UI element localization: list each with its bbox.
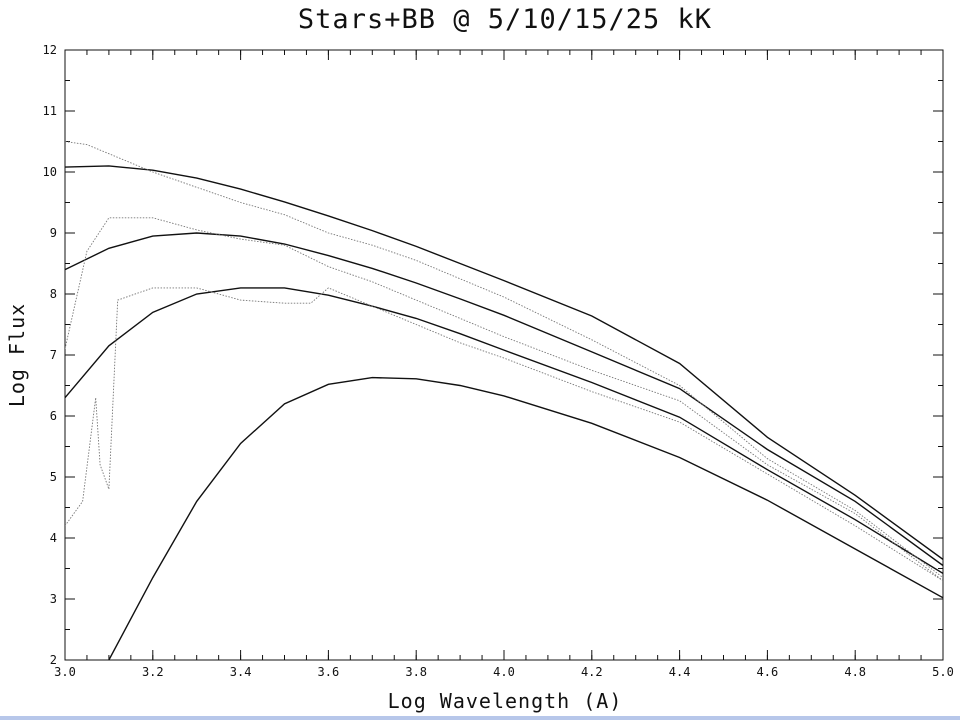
y-tick-label: 9	[50, 226, 57, 240]
stellar-spectrum-line-4	[65, 141, 943, 578]
x-tick-label: 4.4	[669, 665, 691, 679]
stellar-spectrum-line-5	[65, 217, 943, 582]
x-tick-label: 4.2	[581, 665, 603, 679]
y-tick-label: 5	[50, 470, 57, 484]
blackbody-curve-0	[65, 165, 943, 560]
y-tick-label: 10	[43, 165, 57, 179]
x-tick-label: 4.0	[493, 665, 515, 679]
y-tick-label: 12	[43, 43, 57, 57]
y-axis-label: Log Flux	[5, 303, 29, 407]
blackbody-curve-2	[65, 287, 943, 574]
series-layer	[65, 141, 943, 660]
y-tick-label: 11	[43, 104, 57, 118]
x-tick-label: 5.0	[932, 665, 954, 679]
stellar-spectrum-line-6	[65, 287, 943, 582]
plot-frame	[64, 49, 944, 661]
y-tick-label: 4	[50, 531, 57, 545]
x-tick-label: 3.0	[54, 665, 76, 679]
y-tick-label: 7	[50, 348, 57, 362]
blackbody-curve-1	[65, 232, 943, 567]
y-tick-label: 2	[50, 653, 57, 667]
blackbody-curve-3	[108, 376, 943, 660]
ticks-layer: 3.0 3.2 3.4 3.6 3.8 4.0 4.2 4.4 4.6 4.8 5.0 2 3 4 5 6 7 8…	[43, 43, 954, 679]
x-tick-label: 4.8	[844, 665, 866, 679]
bottom-accent-bar	[0, 716, 960, 720]
chart-title: Stars+BB @ 5/10/15/25 kK	[298, 4, 712, 35]
x-tick-label: 3.6	[318, 665, 340, 679]
y-tick-label: 6	[50, 409, 57, 423]
y-tick-label: 3	[50, 592, 57, 606]
x-tick-label: 3.2	[142, 665, 164, 679]
x-tick-label: 3.8	[405, 665, 427, 679]
x-tick-label: 3.4	[230, 665, 252, 679]
x-axis-label: Log Wavelength (A)	[388, 689, 623, 713]
y-tick-label: 8	[50, 287, 57, 301]
x-tick-label: 4.6	[757, 665, 779, 679]
